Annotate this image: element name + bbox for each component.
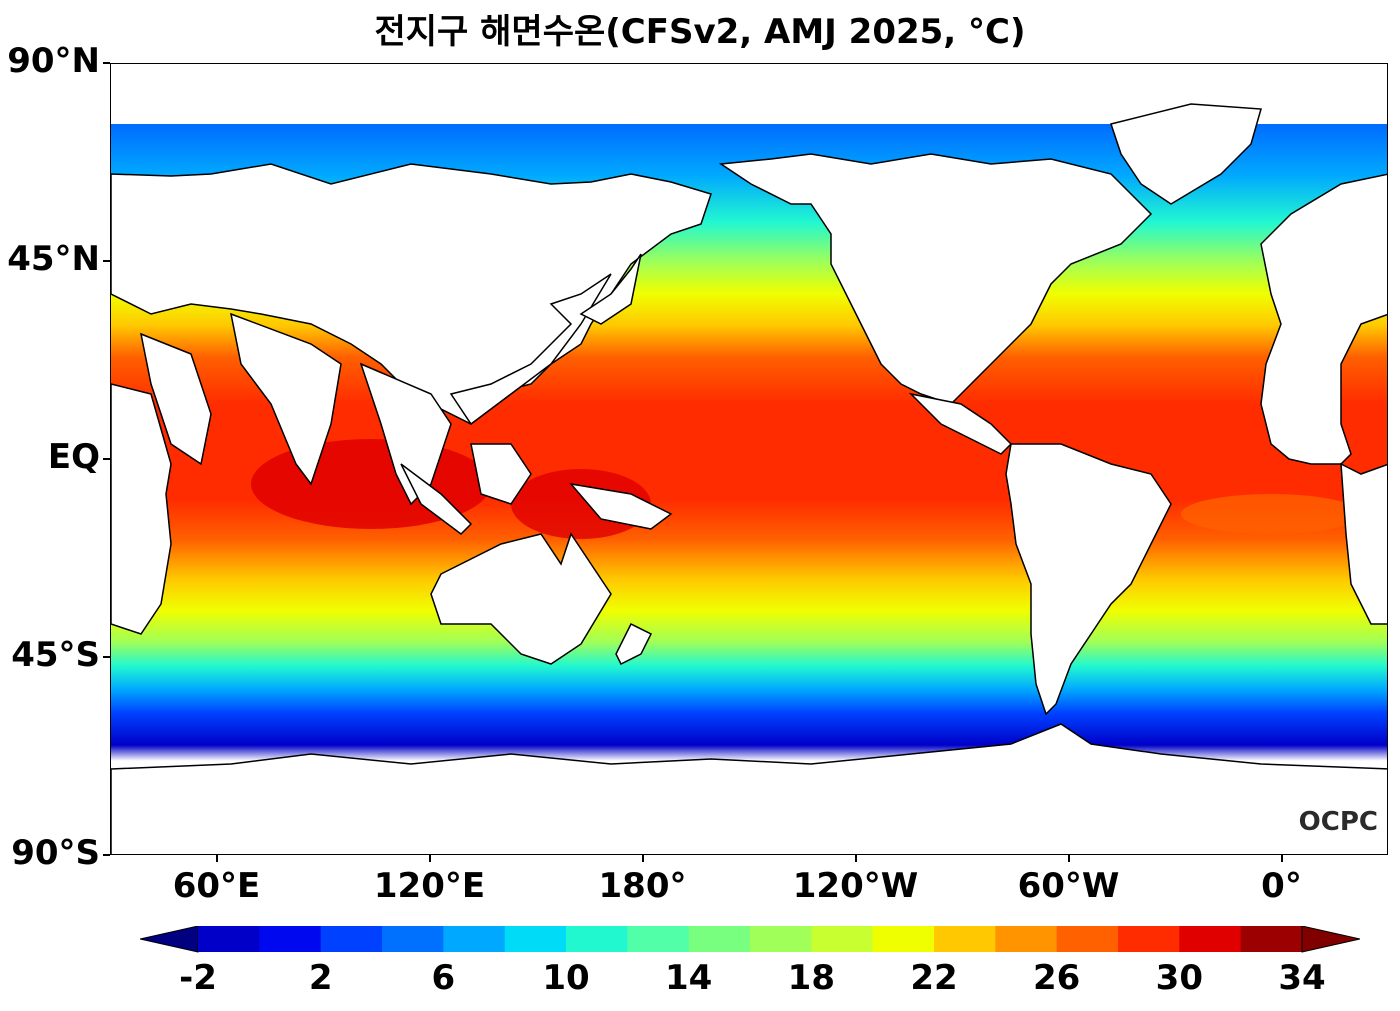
y-tick-mark xyxy=(103,458,110,460)
colorbar-segment xyxy=(872,926,935,952)
colorbar-segment xyxy=(934,926,996,952)
land-africa xyxy=(111,383,172,635)
colorbar-segment xyxy=(566,926,628,952)
colorbar-segment xyxy=(198,926,260,952)
colorbar-tick-label: 18 xyxy=(787,958,835,998)
x-tick-mark xyxy=(1067,855,1070,862)
colorbar-segment xyxy=(382,926,444,952)
land-masses xyxy=(111,103,1387,854)
colorbar-tick-label: 22 xyxy=(910,958,958,998)
land-japan xyxy=(579,253,642,325)
colorbar-tick-label: 10 xyxy=(542,958,590,998)
x-tick-label: 60°E xyxy=(172,866,261,906)
ocpc-logo: OCPC xyxy=(1298,807,1378,837)
colorbar-segment xyxy=(1118,926,1180,952)
land-new-zealand xyxy=(615,622,653,666)
x-tick-label: 120°W xyxy=(792,866,919,906)
land-central-america xyxy=(908,392,1013,455)
colorbar-tick-label: 14 xyxy=(664,958,713,998)
colorbar-tick-label: 6 xyxy=(431,958,456,998)
y-tick-label: 45°S xyxy=(11,635,100,675)
land-north-america xyxy=(718,153,1153,405)
colorbar-segment xyxy=(443,926,506,952)
colorbar-segment xyxy=(504,926,567,952)
y-tick-mark xyxy=(103,854,110,856)
y-tick-label: EQ xyxy=(47,437,100,477)
colorbar-segment xyxy=(1056,926,1119,952)
land-europe-africa-east xyxy=(1260,173,1387,465)
map-title: 전지구 해면수온(CFSv2, AMJ 2025, °C) xyxy=(374,12,1026,52)
colorbar-segment xyxy=(1240,926,1303,952)
land-antarctica xyxy=(111,723,1387,854)
colorbar-tick-label: 30 xyxy=(1155,958,1203,998)
land-arabia xyxy=(139,332,212,466)
colorbar-tick-label: -2 xyxy=(179,958,217,998)
x-tick-mark xyxy=(215,855,218,862)
land-borneo xyxy=(470,443,532,505)
land-greenland xyxy=(1110,103,1262,205)
land-east-asia xyxy=(449,273,612,426)
x-tick-mark xyxy=(641,855,644,862)
colorbar xyxy=(140,926,1360,953)
colorbar-segment xyxy=(627,926,690,952)
colorbar-segment xyxy=(811,926,874,952)
x-tick-mark xyxy=(854,855,857,862)
colorbar-under-triangle xyxy=(140,926,199,953)
y-tick-label: 90°N xyxy=(7,41,100,81)
x-tick-label: 60°W xyxy=(1017,866,1120,906)
x-tick-label: 180° xyxy=(598,866,687,906)
land-africa-east-edge xyxy=(1340,462,1387,625)
y-tick-mark xyxy=(103,260,110,262)
land-sumatra xyxy=(400,463,473,535)
colorbar-segment xyxy=(1179,926,1242,952)
colorbar-tick-label: 26 xyxy=(1032,958,1081,998)
colorbar-tick-label: 34 xyxy=(1278,958,1326,998)
sst-map-canvas xyxy=(111,64,1387,854)
y-tick-label: 45°N xyxy=(7,239,100,279)
land-new-guinea xyxy=(569,482,673,530)
colorbar-over-triangle xyxy=(1301,926,1360,953)
colorbar-segment xyxy=(259,926,322,952)
y-tick-mark xyxy=(103,62,110,64)
colorbar-segment xyxy=(750,926,812,952)
x-tick-label: 0° xyxy=(1261,866,1302,906)
colorbar-segment xyxy=(688,926,751,952)
sst-map xyxy=(110,63,1388,855)
colorbar-segment xyxy=(320,926,383,952)
y-tick-mark xyxy=(103,656,110,658)
y-tick-label: 90°S xyxy=(11,833,100,873)
x-tick-mark xyxy=(428,855,431,862)
colorbar-segment xyxy=(995,926,1058,952)
atlantic-cold-tongue xyxy=(1181,494,1361,534)
land-australia xyxy=(430,532,612,665)
x-tick-mark xyxy=(1280,855,1283,862)
land-south-america xyxy=(1005,443,1172,716)
land-india xyxy=(229,312,342,486)
colorbar-tick-label: 2 xyxy=(308,958,333,998)
x-tick-label: 120°E xyxy=(373,866,486,906)
